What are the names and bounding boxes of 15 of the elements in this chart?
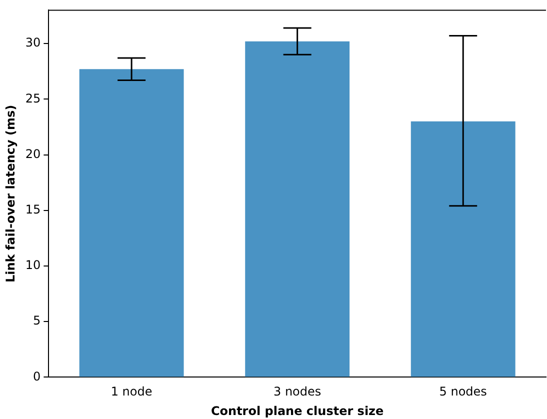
x-tick-label: 5 nodes (439, 384, 487, 399)
y-tick-label: 5 (33, 314, 41, 328)
y-tick-label: 0 (33, 369, 41, 384)
bar (410, 121, 516, 377)
y-tick-label: 25 (25, 91, 41, 106)
y-tick-label: 10 (25, 258, 41, 272)
bar (79, 69, 184, 377)
y-tick-label: 30 (25, 36, 41, 50)
y-tick-label: 15 (25, 202, 41, 217)
bar (245, 41, 350, 377)
x-tick-label: 3 nodes (274, 384, 322, 399)
y-tick-label: 20 (25, 146, 41, 161)
x-axis-title: Control plane cluster size (210, 404, 384, 418)
x-tick-label: 1 node (110, 384, 152, 399)
y-axis-title: Link fail-over latency (ms) (3, 104, 18, 283)
